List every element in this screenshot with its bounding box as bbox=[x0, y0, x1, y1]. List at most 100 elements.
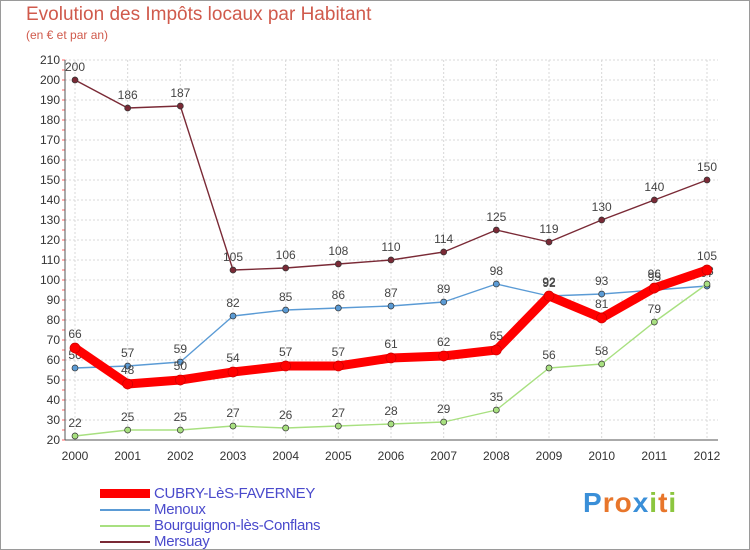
y-tick-label: 100 bbox=[40, 273, 60, 287]
x-tick-label: 2006 bbox=[378, 449, 405, 463]
data-point bbox=[71, 432, 79, 440]
data-label: 82 bbox=[226, 296, 240, 310]
y-tick-label: 150 bbox=[40, 173, 60, 187]
legend-label-cubry: CUBRY-LèS-FAVERNEY bbox=[154, 485, 316, 502]
data-point bbox=[703, 280, 711, 288]
x-tick-label: 2011 bbox=[641, 449, 667, 463]
x-tick-label: 2004 bbox=[272, 449, 299, 463]
data-point bbox=[71, 364, 79, 372]
legend-label-bourguignon: Bourguignon-lès-Conflans bbox=[154, 517, 321, 534]
data-label: 28 bbox=[384, 404, 398, 418]
legend-swatch-menoux bbox=[100, 509, 150, 511]
data-point bbox=[124, 104, 132, 112]
data-label: 26 bbox=[279, 408, 293, 422]
legend-swatch-cubry bbox=[100, 489, 150, 498]
x-tick-label: 2012 bbox=[694, 449, 721, 463]
data-label: 187 bbox=[170, 86, 190, 100]
x-tick-label: 2005 bbox=[325, 449, 352, 463]
data-label: 27 bbox=[332, 406, 346, 420]
data-point bbox=[176, 426, 184, 434]
data-label: 98 bbox=[490, 264, 504, 278]
data-label: 92 bbox=[542, 276, 556, 290]
data-label: 93 bbox=[595, 274, 609, 288]
x-tick-label: 2009 bbox=[536, 449, 563, 463]
data-point bbox=[229, 312, 237, 320]
data-point bbox=[440, 418, 448, 426]
data-label: 27 bbox=[226, 406, 240, 420]
x-tick-label: 2002 bbox=[167, 449, 194, 463]
data-point bbox=[334, 260, 342, 268]
y-tick-label: 110 bbox=[41, 253, 60, 267]
data-label: 25 bbox=[174, 410, 188, 424]
data-label: 35 bbox=[490, 390, 504, 404]
data-point bbox=[385, 352, 397, 364]
data-label: 79 bbox=[648, 302, 662, 316]
y-tick-label: 70 bbox=[47, 333, 61, 347]
data-label: 65 bbox=[490, 329, 504, 343]
data-label: 200 bbox=[65, 60, 85, 74]
data-label: 130 bbox=[592, 200, 612, 214]
y-tick-label: 90 bbox=[47, 293, 61, 307]
data-point bbox=[492, 226, 500, 234]
data-point bbox=[545, 238, 553, 246]
data-point bbox=[438, 350, 450, 362]
data-point bbox=[229, 422, 237, 430]
data-label: 81 bbox=[595, 297, 609, 311]
logo-letter: i bbox=[649, 487, 659, 518]
logo-letter: P bbox=[583, 487, 603, 518]
y-tick-label: 50 bbox=[47, 373, 61, 387]
y-tick-label: 80 bbox=[47, 313, 61, 327]
data-point bbox=[650, 196, 658, 204]
data-label: 58 bbox=[595, 344, 609, 358]
data-point bbox=[122, 378, 134, 390]
data-point bbox=[282, 306, 290, 314]
data-point bbox=[124, 362, 132, 370]
data-point bbox=[650, 318, 658, 326]
data-label: 95 bbox=[648, 270, 662, 284]
data-point bbox=[71, 76, 79, 84]
logo-letter: i bbox=[668, 487, 678, 518]
y-tick-label: 170 bbox=[40, 133, 60, 147]
x-tick-label: 2010 bbox=[588, 449, 615, 463]
data-label: 62 bbox=[437, 335, 451, 349]
data-point bbox=[334, 422, 342, 430]
data-label: 186 bbox=[118, 88, 138, 102]
proxiti-logo: Proxiti bbox=[583, 487, 677, 519]
x-tick-label: 2003 bbox=[220, 449, 247, 463]
data-point bbox=[387, 256, 395, 264]
data-point bbox=[492, 406, 500, 414]
data-label: 96 bbox=[648, 267, 662, 281]
data-label: 140 bbox=[644, 180, 664, 194]
data-label: 92 bbox=[542, 275, 556, 289]
data-point bbox=[598, 216, 606, 224]
data-label: 29 bbox=[437, 402, 451, 416]
data-label: 61 bbox=[384, 337, 398, 351]
y-tick-label: 20 bbox=[47, 433, 61, 447]
data-point bbox=[598, 290, 606, 298]
data-label: 114 bbox=[434, 232, 453, 246]
logo-letter: r bbox=[602, 487, 615, 518]
data-label: 110 bbox=[381, 240, 400, 254]
data-label: 48 bbox=[121, 363, 135, 377]
data-label: 150 bbox=[697, 160, 717, 174]
y-tick-label: 120 bbox=[40, 233, 60, 247]
x-tick-label: 2008 bbox=[483, 449, 510, 463]
data-point bbox=[440, 298, 448, 306]
data-label: 89 bbox=[437, 282, 451, 296]
data-point bbox=[440, 248, 448, 256]
data-point bbox=[387, 302, 395, 310]
x-tick-label: 2007 bbox=[430, 449, 457, 463]
y-tick-label: 130 bbox=[40, 213, 60, 227]
data-point bbox=[176, 358, 184, 366]
chart-subtitle: (en € et par an) bbox=[26, 28, 109, 42]
data-label: 105 bbox=[223, 250, 243, 264]
data-point bbox=[176, 102, 184, 110]
data-point bbox=[543, 290, 555, 302]
y-tick-label: 210 bbox=[40, 53, 60, 67]
data-point bbox=[69, 342, 81, 354]
data-point bbox=[227, 366, 239, 378]
data-point bbox=[598, 360, 606, 368]
data-point bbox=[701, 264, 713, 276]
y-tick-label: 160 bbox=[40, 153, 60, 167]
data-point bbox=[280, 360, 292, 372]
